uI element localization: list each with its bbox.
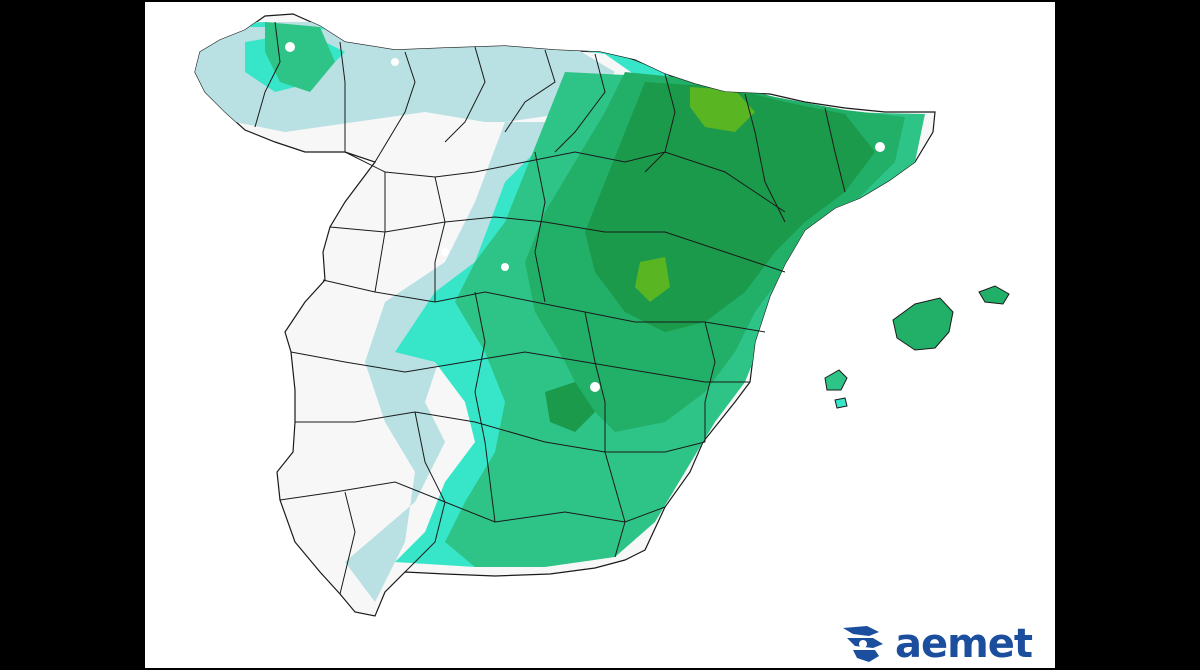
precipitation-fields — [195, 22, 925, 602]
map-frame: aemet — [145, 2, 1055, 668]
mallorca-island — [892, 297, 954, 351]
formentera-island — [834, 397, 848, 409]
aemet-logo-text: aemet — [895, 621, 1033, 667]
aemet-swirl-icon — [843, 626, 883, 662]
menorca-island — [978, 285, 1010, 305]
province-borders — [254, 21, 846, 595]
precipitation-map — [194, 13, 1010, 617]
ibiza-island — [824, 369, 848, 391]
balearic-islands — [824, 285, 1010, 409]
aemet-logo: aemet — [839, 621, 1033, 667]
